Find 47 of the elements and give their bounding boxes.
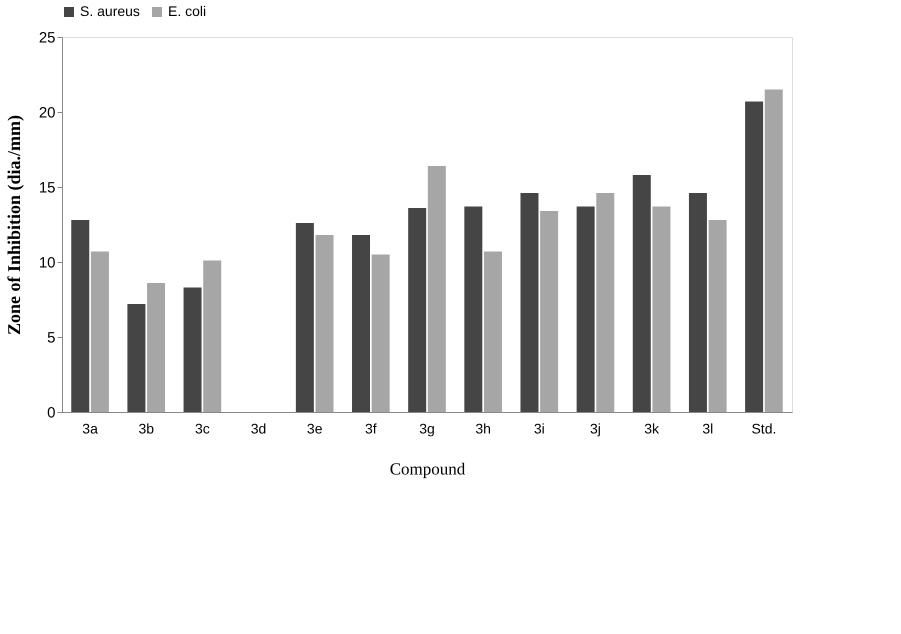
bar	[708, 220, 727, 412]
x-tick-label: 3i	[534, 420, 545, 436]
bar	[90, 252, 109, 412]
bar	[632, 175, 651, 412]
y-axis-title: Zone of Inhibition (dia./mm)	[4, 114, 24, 336]
bar	[408, 208, 426, 412]
bar	[127, 304, 146, 412]
bar	[764, 90, 783, 412]
x-tick-label: 3h	[475, 420, 491, 436]
y-tick-label: 10	[38, 254, 56, 272]
bar	[464, 206, 482, 412]
bar	[520, 193, 538, 412]
bar	[540, 211, 558, 412]
y-tick-label: 20	[38, 104, 56, 122]
x-tick-label: Std.	[751, 420, 776, 436]
bar	[296, 223, 314, 412]
x-tick-label: 3e	[306, 420, 323, 436]
bar	[596, 193, 614, 412]
x-tick-label: 3k	[644, 420, 660, 436]
y-tick-label: 5	[47, 330, 56, 346]
bar	[428, 166, 446, 412]
bar	[745, 102, 764, 412]
y-tick-label: 15	[38, 180, 56, 196]
x-tick-label: 3d	[250, 420, 266, 436]
bar	[71, 220, 90, 412]
y-tick-label: 0	[47, 404, 56, 422]
x-tick-label: 3g	[419, 420, 435, 436]
y-tick-label: 25	[38, 30, 56, 46]
x-tick-label: 3c	[194, 420, 210, 436]
legend-label: S. aureus	[80, 3, 140, 19]
x-tick-label: 3a	[82, 420, 98, 436]
x-axis-title: Compound	[390, 460, 466, 478]
x-tick-label: 3b	[138, 420, 154, 436]
bar	[352, 235, 370, 412]
bar	[203, 260, 222, 412]
x-tick-label: 3l	[702, 420, 714, 436]
bar	[372, 254, 390, 412]
x-tick-label: 3f	[365, 420, 377, 436]
bar	[484, 252, 502, 412]
bar	[147, 283, 166, 412]
bar	[652, 206, 670, 412]
legend-label: E. coli	[168, 3, 206, 19]
x-tick-label: 3j	[590, 420, 601, 436]
bar	[184, 288, 202, 412]
bar	[316, 235, 334, 412]
bar	[688, 193, 707, 412]
bar	[576, 206, 595, 412]
